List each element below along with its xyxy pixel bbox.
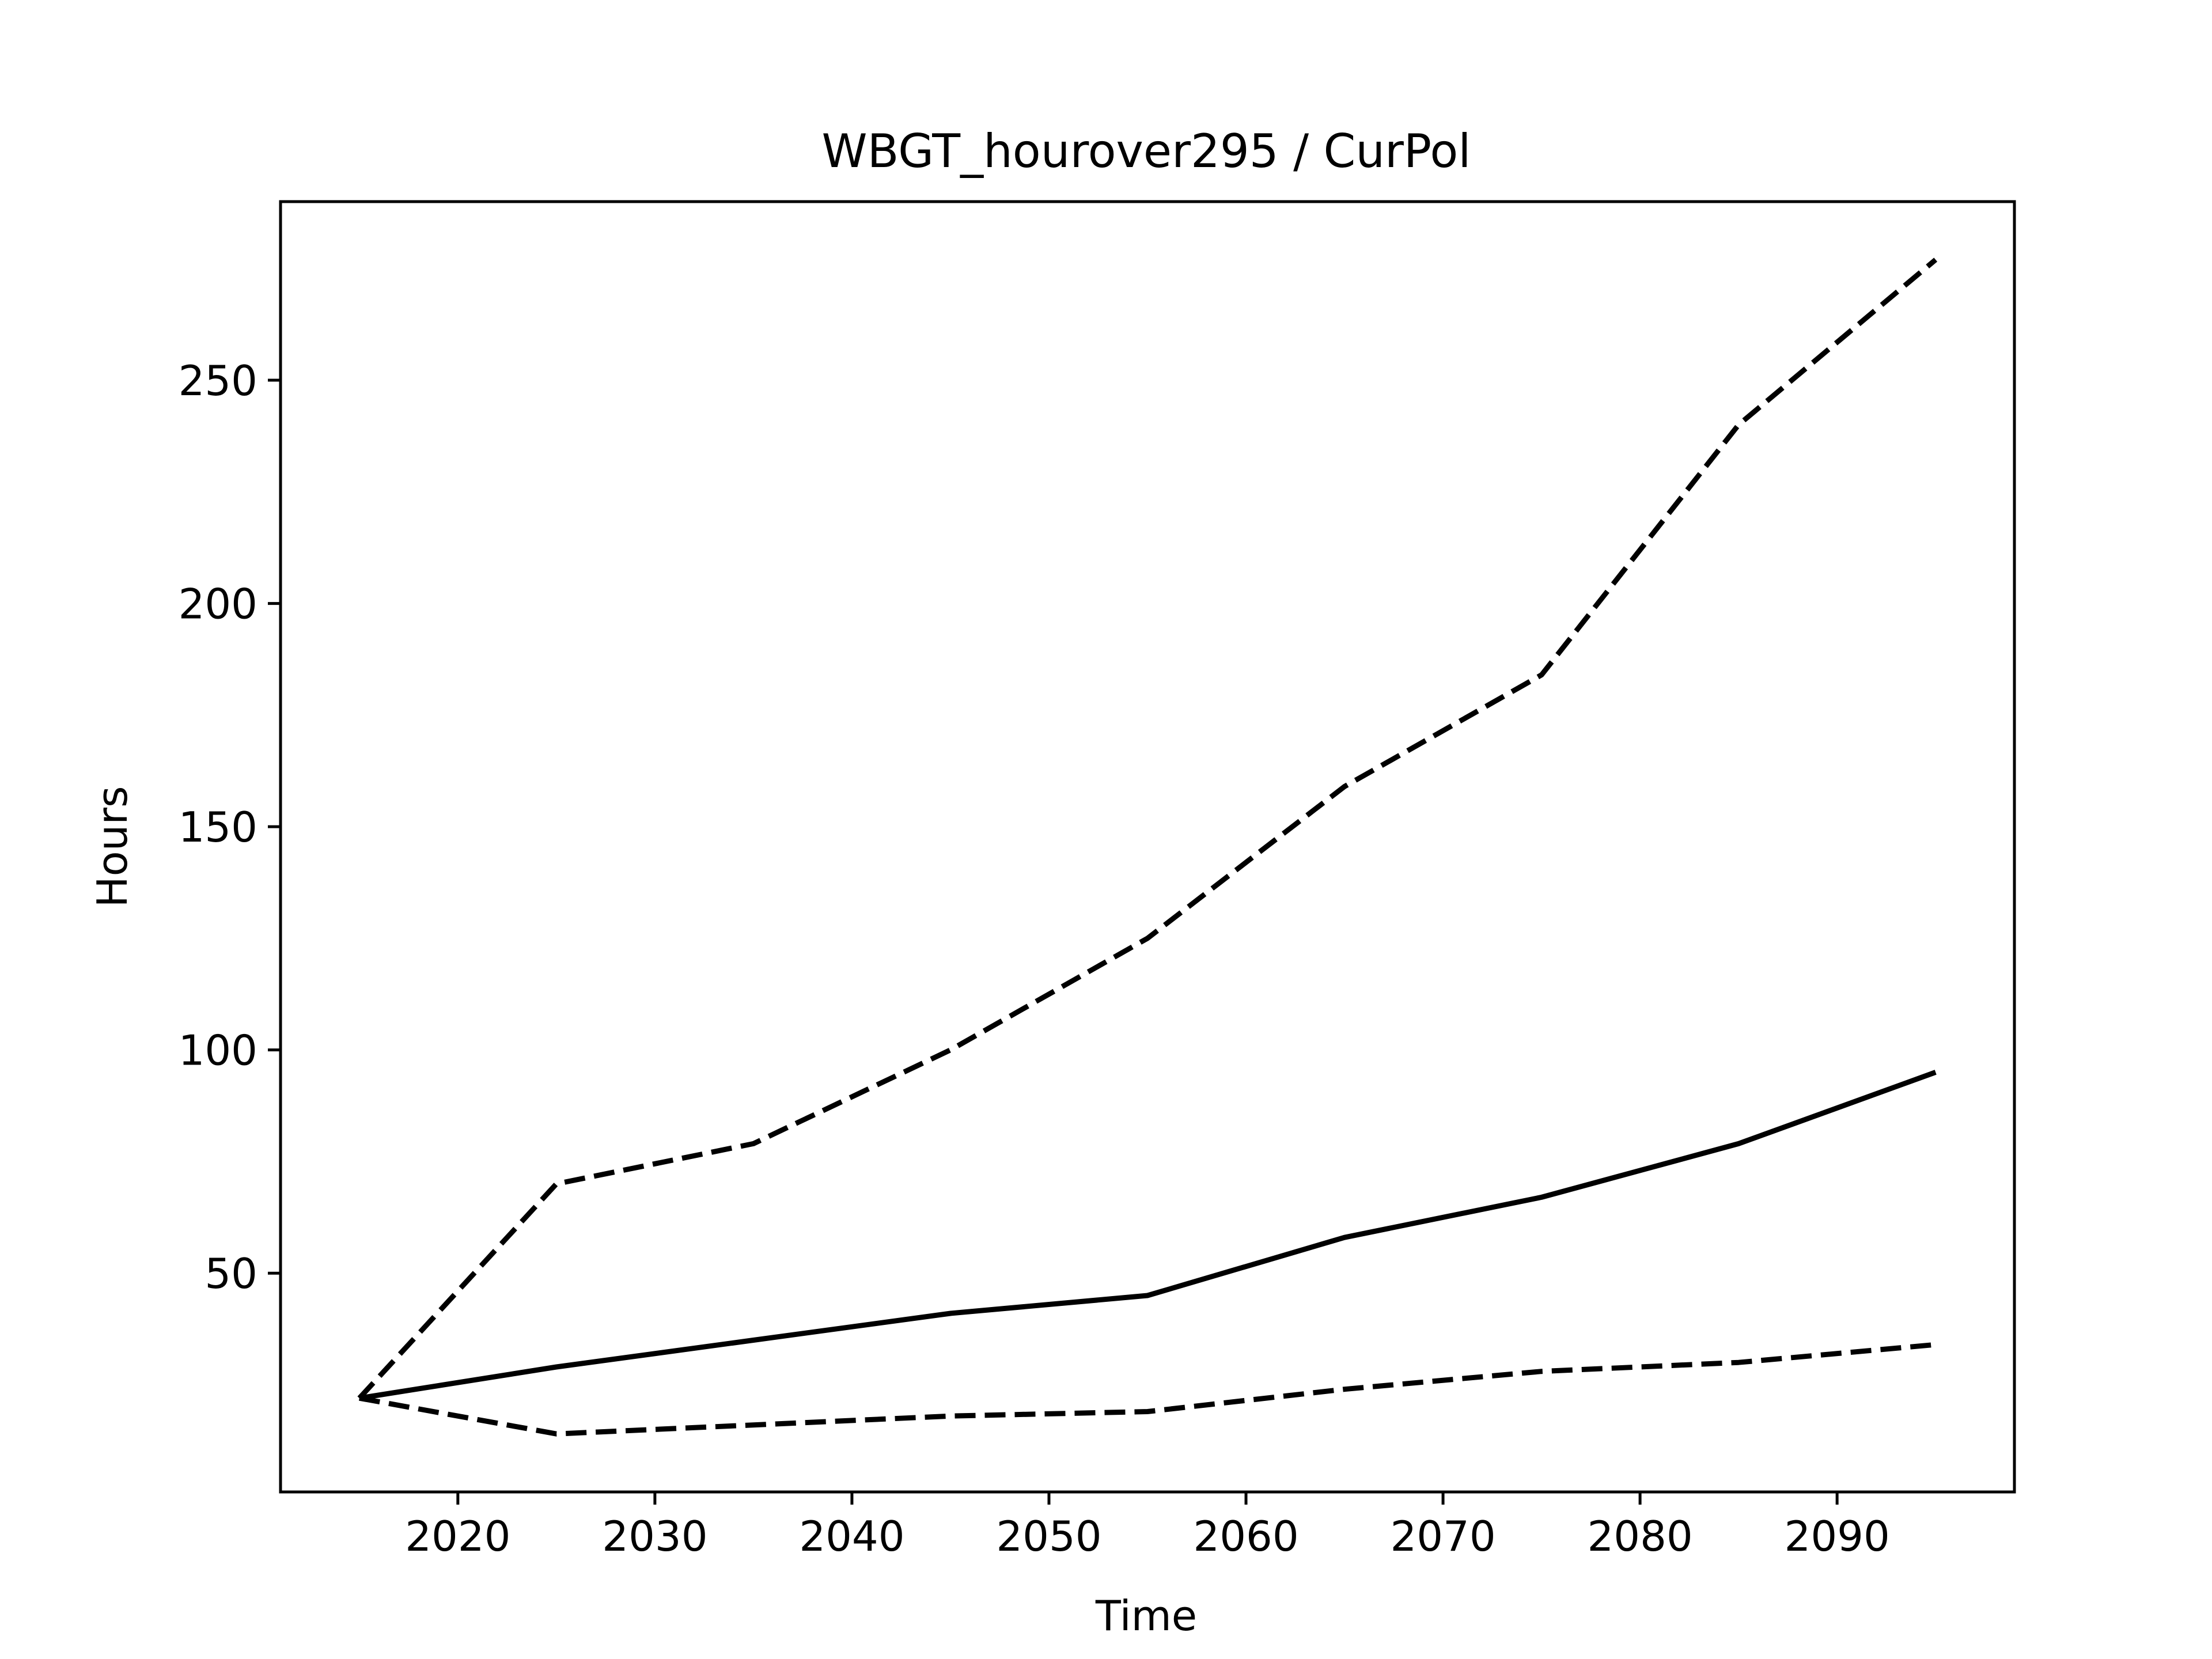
y-tick-label-250: 250 (179, 357, 257, 405)
x-tick-label-2050: 2050 (996, 1512, 1101, 1560)
series-line-2 (357, 257, 1938, 1400)
x-tick-label-2060: 2060 (1193, 1512, 1298, 1560)
series-layer (357, 257, 1938, 1437)
y-tick-label-200: 200 (179, 580, 257, 628)
chart-title: WBGT_hourover295 / CurPol (822, 124, 1471, 178)
y-tick-label-50: 50 (204, 1249, 257, 1298)
y-tick-label-150: 150 (179, 803, 257, 851)
plot-frame (279, 200, 2016, 1494)
x-tick-label-2080: 2080 (1587, 1512, 1692, 1560)
x-axis: 2020 2030 2040 2050 2060 2070 2080 2090 (405, 1492, 1890, 1560)
series-line-3 (358, 1342, 1936, 1437)
y-tick-label-100: 100 (179, 1027, 257, 1075)
x-tick-label-2090: 2090 (1785, 1512, 1890, 1560)
y-axis: 50 100 150 200 250 (179, 357, 281, 1298)
x-tick-label-2030: 2030 (602, 1512, 707, 1560)
x-tick-label-2040: 2040 (799, 1512, 904, 1560)
x-axis-label: Time (1095, 1592, 1197, 1640)
x-tick-label-2020: 2020 (405, 1512, 510, 1560)
y-axis-label: Hours (88, 786, 137, 908)
x-tick-label-2070: 2070 (1390, 1512, 1495, 1560)
series-line-1 (359, 1070, 1937, 1401)
